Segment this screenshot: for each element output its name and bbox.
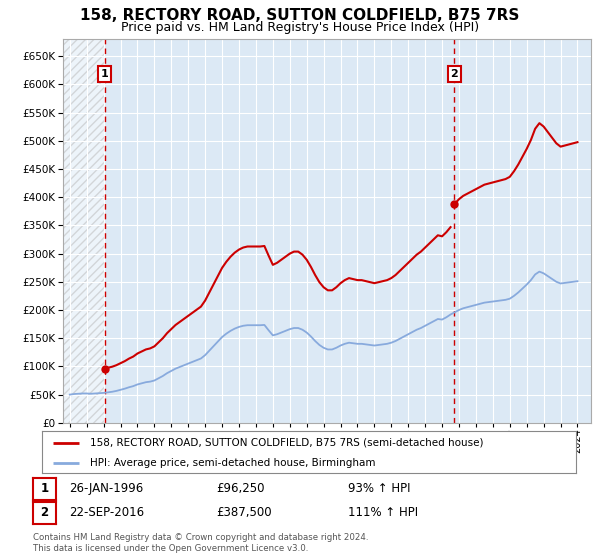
Text: 2: 2 [40, 506, 49, 520]
Text: Contains HM Land Registry data © Crown copyright and database right 2024.
This d: Contains HM Land Registry data © Crown c… [33, 533, 368, 553]
Text: £96,250: £96,250 [216, 482, 265, 496]
Text: 22-SEP-2016: 22-SEP-2016 [69, 506, 144, 520]
Text: 93% ↑ HPI: 93% ↑ HPI [348, 482, 410, 496]
Text: £387,500: £387,500 [216, 506, 272, 520]
Text: 2: 2 [451, 69, 458, 79]
Text: 158, RECTORY ROAD, SUTTON COLDFIELD, B75 7RS (semi-detached house): 158, RECTORY ROAD, SUTTON COLDFIELD, B75… [90, 437, 484, 447]
Text: 1: 1 [101, 69, 109, 79]
Text: 1: 1 [40, 482, 49, 496]
Text: 26-JAN-1996: 26-JAN-1996 [69, 482, 143, 496]
Text: Price paid vs. HM Land Registry's House Price Index (HPI): Price paid vs. HM Land Registry's House … [121, 21, 479, 34]
Text: HPI: Average price, semi-detached house, Birmingham: HPI: Average price, semi-detached house,… [90, 458, 376, 468]
Text: 158, RECTORY ROAD, SUTTON COLDFIELD, B75 7RS: 158, RECTORY ROAD, SUTTON COLDFIELD, B75… [80, 8, 520, 24]
Text: 111% ↑ HPI: 111% ↑ HPI [348, 506, 418, 520]
